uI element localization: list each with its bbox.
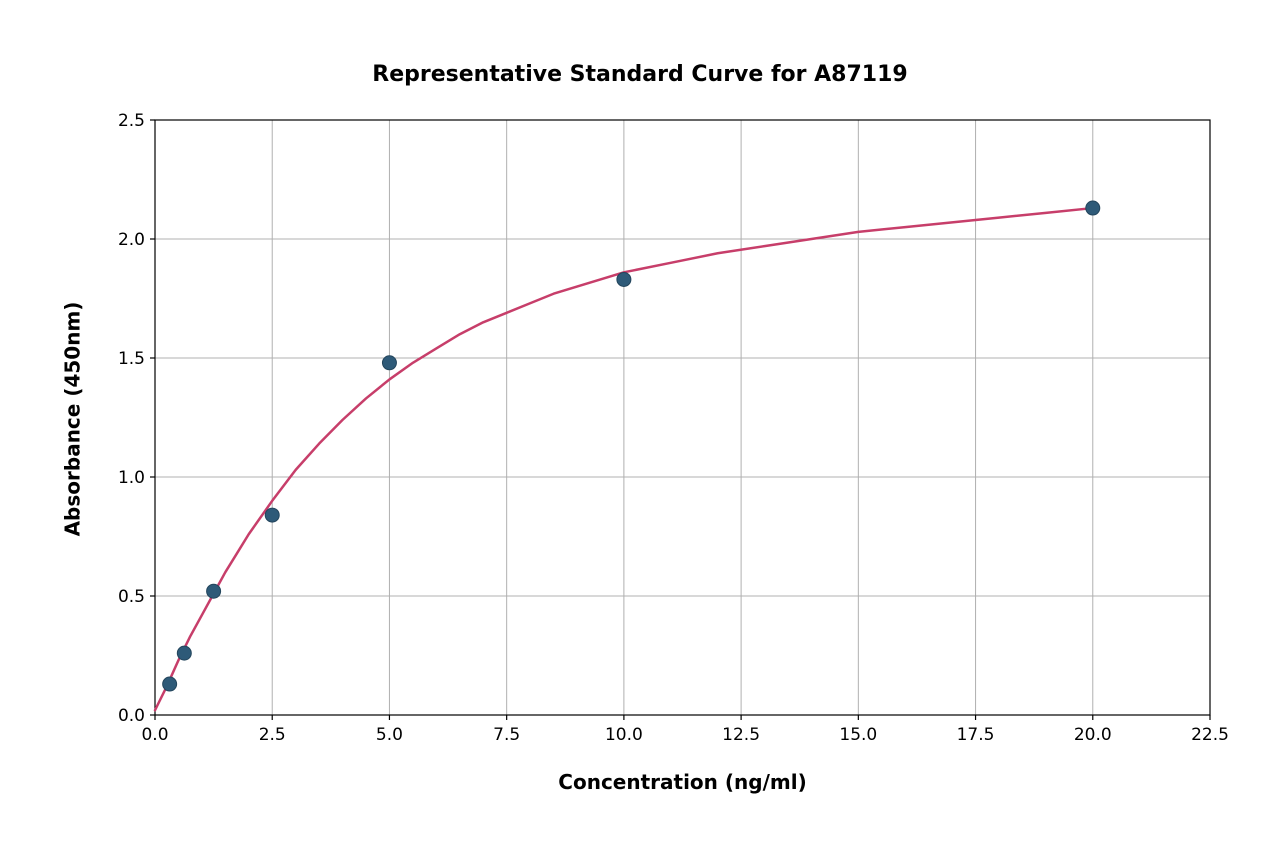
x-tick-label: 0.0 [125,725,185,745]
y-axis-label: Absorbance (450nm) [61,122,85,717]
data-point [207,584,221,598]
y-tick-label: 1.0 [85,468,145,488]
y-tick-label: 2.5 [85,111,145,131]
data-point [382,356,396,370]
x-tick-label: 17.5 [946,725,1006,745]
data-point [177,646,191,660]
data-point [163,677,177,691]
plot-area [0,0,1280,845]
x-tick-label: 5.0 [359,725,419,745]
x-tick-label: 20.0 [1063,725,1123,745]
y-tick-label: 1.5 [85,349,145,369]
x-tick-label: 12.5 [711,725,771,745]
data-point [617,272,631,286]
x-tick-label: 2.5 [242,725,302,745]
data-point [1086,201,1100,215]
chart-title: Representative Standard Curve for A87119 [0,62,1280,87]
x-tick-label: 10.0 [594,725,654,745]
y-tick-label: 0.0 [85,706,145,726]
chart-container: Representative Standard Curve for A87119… [0,0,1280,845]
y-tick-label: 2.0 [85,230,145,250]
x-tick-label: 22.5 [1180,725,1240,745]
data-point [265,508,279,522]
x-axis-label: Concentration (ng/ml) [155,770,1210,794]
x-tick-label: 7.5 [477,725,537,745]
y-tick-label: 0.5 [85,587,145,607]
x-tick-label: 15.0 [828,725,888,745]
